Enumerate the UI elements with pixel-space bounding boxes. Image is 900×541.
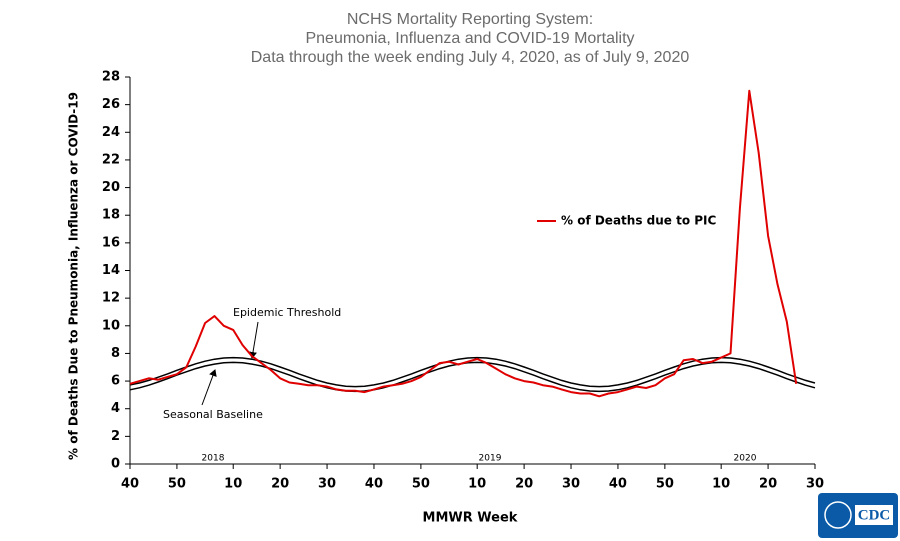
y-tick-label: 28 <box>102 70 120 85</box>
logo-emblem <box>824 501 852 529</box>
annotation: Epidemic Threshold <box>233 306 341 319</box>
y-tick-label: 10 <box>102 318 120 333</box>
y-axis-label: % of Deaths Due to Pneumonia, Influenza … <box>67 92 81 460</box>
y-tick-label: 24 <box>102 125 120 140</box>
annotation: Seasonal Baseline <box>163 408 263 421</box>
logo: CDC <box>818 493 898 538</box>
x-tick-label: 40 <box>121 477 139 492</box>
y-tick-label: 18 <box>102 208 120 223</box>
x-tick-label: 40 <box>609 477 627 492</box>
chart-title: Pneumonia, Influenza and COVID-19 Mortal… <box>305 30 634 47</box>
y-tick-label: 22 <box>102 152 120 167</box>
annotation-arrow <box>249 321 259 359</box>
year-label: 2018 <box>202 454 225 464</box>
x-axis-label: MMWR Week <box>423 511 518 526</box>
y-tick-label: 2 <box>111 429 120 444</box>
x-tick-label: 40 <box>365 477 383 492</box>
x-tick-label: 10 <box>224 477 242 492</box>
chart-title: Data through the week ending July 4, 202… <box>251 49 690 66</box>
y-tick-label: 14 <box>102 263 120 278</box>
y-tick-label: 8 <box>111 346 120 361</box>
year-label: 2019 <box>479 454 502 464</box>
x-tick-label: 20 <box>271 477 289 492</box>
chart-title: NCHS Mortality Reporting System: <box>347 11 593 28</box>
x-tick-label: 20 <box>759 477 777 492</box>
x-tick-label: 20 <box>515 477 533 492</box>
series-line <box>129 89 798 398</box>
y-tick-label: 26 <box>102 97 120 112</box>
x-tick-label: 50 <box>656 477 674 492</box>
y-tick-label: 6 <box>111 374 120 389</box>
x-tick-label: 30 <box>562 477 580 492</box>
x-tick-label: 50 <box>412 477 430 492</box>
annotation-arrow <box>201 369 217 406</box>
y-tick-label: 12 <box>102 291 120 306</box>
legend-label: % of Deaths due to PIC <box>561 214 717 228</box>
y-tick-label: 4 <box>111 401 120 416</box>
x-tick-label: 50 <box>168 477 186 492</box>
y-tick-label: 20 <box>102 180 120 195</box>
logo-label-box <box>855 505 893 525</box>
x-tick-label: 30 <box>806 477 824 492</box>
x-tick-label: 10 <box>712 477 730 492</box>
y-tick-label: 0 <box>111 457 120 472</box>
year-label: 2020 <box>734 454 757 464</box>
y-tick-label: 16 <box>102 235 120 250</box>
x-tick-label: 10 <box>468 477 486 492</box>
logo-text: CDC <box>858 507 891 523</box>
x-tick-label: 30 <box>318 477 336 492</box>
series-line <box>129 361 816 393</box>
series-line <box>129 356 816 388</box>
